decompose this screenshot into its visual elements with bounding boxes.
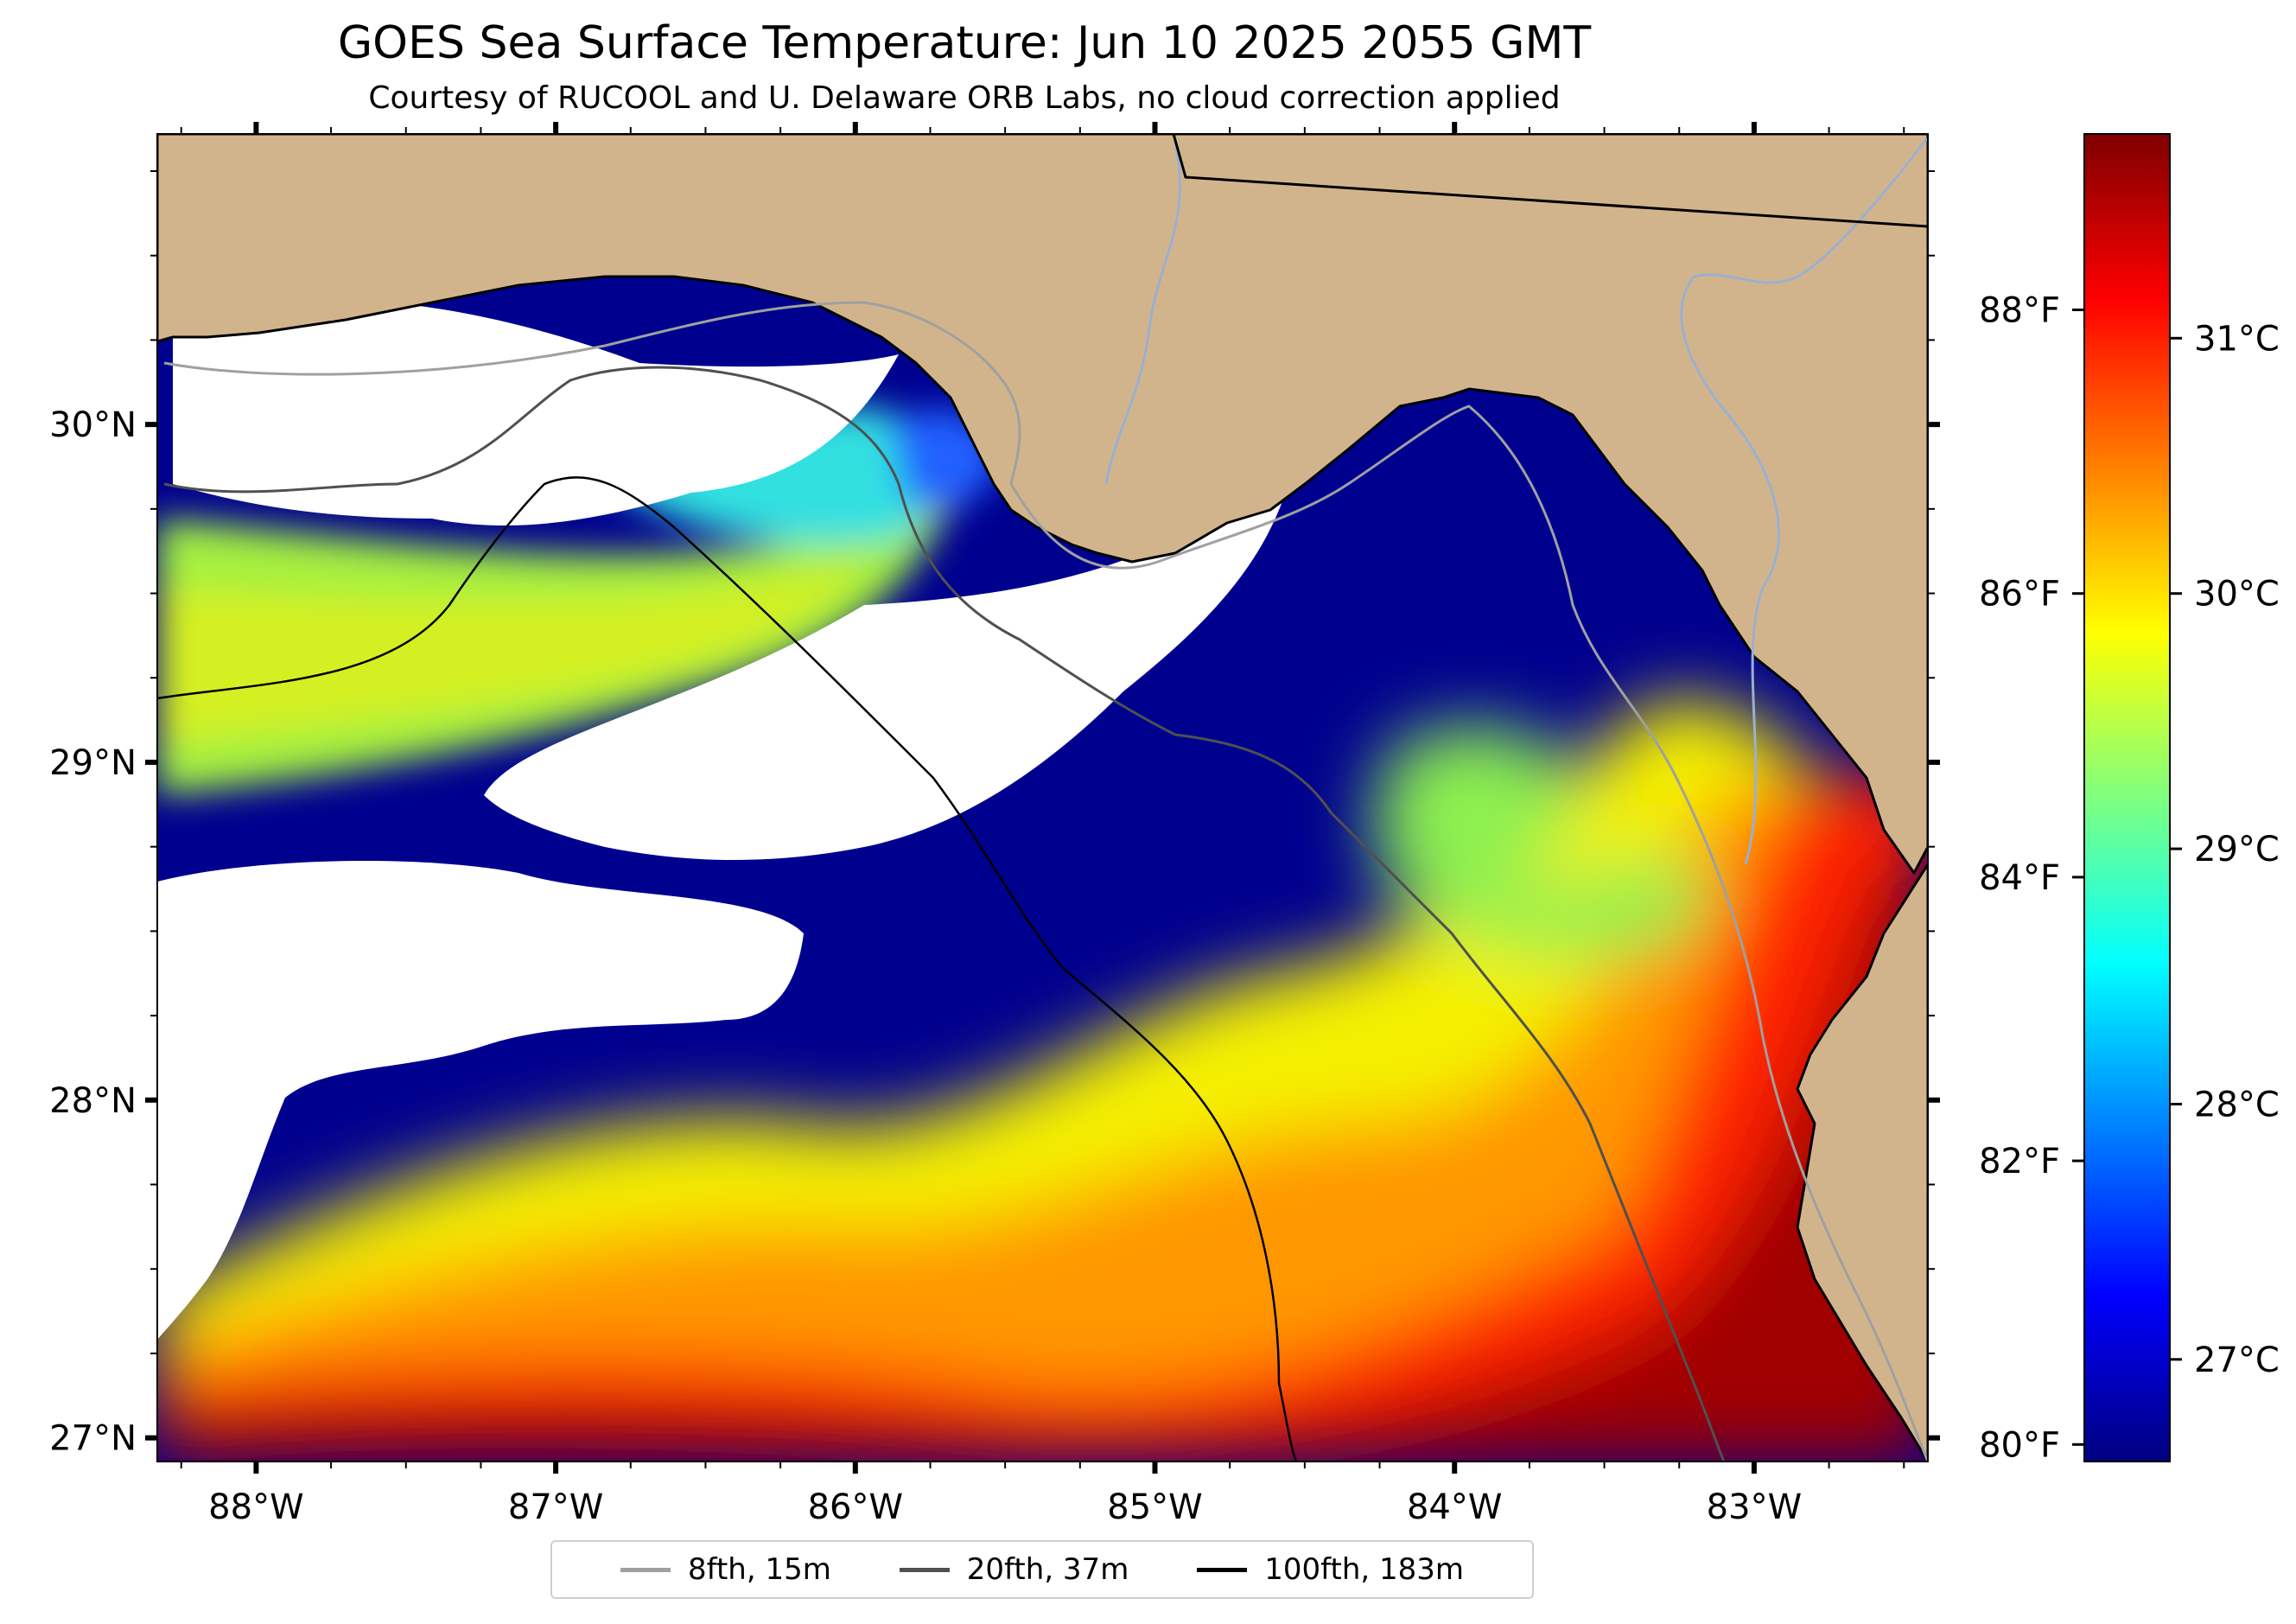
cloud-west bbox=[157, 861, 804, 1340]
legend-swatch-20fth bbox=[899, 1567, 950, 1572]
map-frame bbox=[156, 133, 1929, 1462]
celsius-tick-label-1: 30°C bbox=[2194, 575, 2280, 615]
celsius-tick-label-2: 29°C bbox=[2194, 830, 2280, 869]
x-tick-label-4: 84°W bbox=[1407, 1487, 1502, 1527]
land-north bbox=[157, 134, 1928, 875]
state-border bbox=[1172, 134, 1928, 228]
cloud-mask bbox=[157, 299, 1296, 1340]
fahrenheit-tick-label-1: 86°F bbox=[1979, 575, 2060, 615]
legend-swatch-8fth bbox=[620, 1567, 671, 1572]
y-tick-label-3: 27°N bbox=[49, 1419, 137, 1459]
land bbox=[157, 134, 1928, 1462]
colorbar-labels: 31°C 30°C 29°C 28°C 27°C 88°F 86°F 84°F 82°F 80°F bbox=[1979, 290, 2280, 1465]
fahrenheit-tick-label-0: 88°F bbox=[1979, 290, 2060, 330]
warm-band-darkred bbox=[157, 864, 1928, 1462]
land-east-peninsula bbox=[1796, 863, 1928, 1462]
y-tick-label-0: 30°N bbox=[49, 405, 137, 445]
sst-map-plot bbox=[157, 134, 1928, 1462]
legend-label-100fth: 100fth, 183m bbox=[1264, 1552, 1465, 1587]
x-tick-label-1: 87°W bbox=[508, 1487, 603, 1527]
legend-label-8fth: 8fth, 15m bbox=[687, 1552, 831, 1587]
map-axis-ticks bbox=[145, 122, 1940, 1474]
x-tick-label-2: 86°W bbox=[808, 1487, 903, 1527]
cloud-central bbox=[484, 449, 1296, 860]
celsius-tick-label-3: 28°C bbox=[2194, 1085, 2280, 1124]
colorbar-ticks bbox=[2072, 308, 2182, 1446]
x-tick-label-3: 85°W bbox=[1107, 1487, 1202, 1527]
legend-item-100fth: 100fth, 183m bbox=[1197, 1552, 1464, 1587]
isobath-8fth bbox=[163, 301, 1928, 1462]
cloud-north bbox=[173, 299, 899, 526]
isobath-20fth bbox=[163, 366, 1726, 1462]
celsius-tick-label-4: 27°C bbox=[2194, 1341, 2280, 1380]
isobath-100fth bbox=[157, 476, 1298, 1462]
map-axis-labels: 88°W 87°W 86°W 85°W 84°W 83°W 30°N 29°N 28°N 27°N bbox=[49, 405, 1802, 1527]
legend-item-20fth: 20fth, 37m bbox=[899, 1552, 1129, 1587]
x-tick-label-5: 83°W bbox=[1707, 1487, 1802, 1527]
fahrenheit-tick-label-3: 82°F bbox=[1979, 1142, 2060, 1181]
colorbar: 31°C 30°C 29°C 28°C 27°C 88°F 86°F 84°F 82°F 80°F bbox=[1979, 133, 2280, 1465]
colorbar-gradient bbox=[2083, 133, 2171, 1462]
warm-water-field bbox=[157, 699, 1928, 1462]
rivers bbox=[1104, 137, 1928, 865]
legend-label-20fth: 20fth, 37m bbox=[966, 1552, 1129, 1587]
map-title: GOES Sea Surface Temperature: Jun 10 202… bbox=[337, 17, 1592, 69]
isobath-legend: 8fth, 15m 20fth, 37m 100fth, 183m bbox=[550, 1540, 1534, 1599]
map-subtitle: Courtesy of RUCOOL and U. Delaware ORB L… bbox=[368, 80, 1561, 116]
nw-warm-band bbox=[157, 406, 1002, 795]
legend-item-8fth: 8fth, 15m bbox=[620, 1552, 831, 1587]
warm-band-red bbox=[157, 778, 1928, 1462]
y-tick-label-1: 29°N bbox=[49, 743, 137, 783]
fahrenheit-tick-label-4: 80°F bbox=[1979, 1425, 2060, 1465]
isobaths bbox=[157, 301, 1928, 1462]
x-tick-label-0: 88°W bbox=[208, 1487, 303, 1527]
fahrenheit-tick-label-2: 84°F bbox=[1979, 858, 2060, 898]
coastal-green-patch bbox=[1374, 725, 1709, 958]
celsius-tick-label-0: 31°C bbox=[2194, 319, 2280, 359]
y-tick-label-2: 28°N bbox=[49, 1081, 137, 1121]
legend-swatch-100fth bbox=[1197, 1567, 1248, 1572]
